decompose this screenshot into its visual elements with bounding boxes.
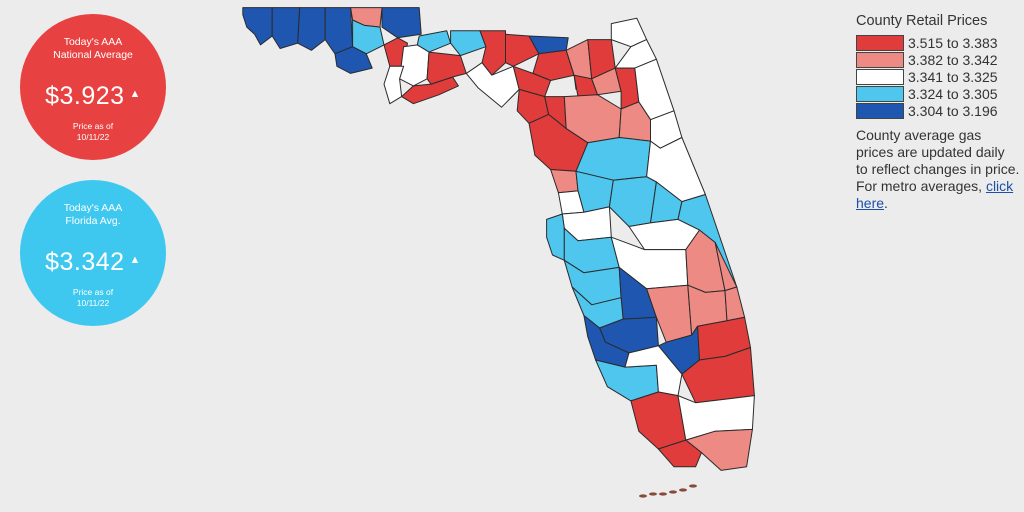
county-collier[interactable] [630,391,687,450]
legend-items: 3.515 to 3.383 3.382 to 3.342 3.341 to 3.3… [856,35,1024,120]
legend-title: County Retail Prices [856,13,988,29]
legend-label: 3.304 to 3.196 [908,103,998,119]
florida-average-price-row: $3.342 ▲ [20,248,166,277]
county-st-lucie[interactable] [724,286,746,322]
national-average-price: $3.923 [45,82,125,110]
key-island [689,484,697,488]
county-bay[interactable] [334,46,373,74]
price-up-arrow-icon: ▲ [129,254,141,267]
legend-label: 3.324 to 3.305 [908,86,998,102]
county-hendry[interactable] [624,345,683,397]
key-island [659,492,667,496]
legend-label: 3.382 to 3.342 [908,52,998,68]
county-jackson[interactable] [381,7,422,39]
legend-swatch [856,69,904,85]
county-citrus[interactable] [550,169,579,194]
county-franklin[interactable] [401,76,459,105]
florida-average-badge: Today's AAA Florida Avg. $3.342 ▲ Price a… [20,180,166,326]
florida-keys [639,484,697,498]
legend-label: 3.515 to 3.383 [908,35,998,51]
national-average-date: 10/11/22 [76,132,110,142]
key-island [669,490,677,494]
florida-average-price: $3.342 [45,248,125,276]
national-average-badge: Today's AAA National Average $3.923 ▲ Pri… [20,14,166,160]
key-island [649,492,657,496]
florida-average-line1: Today's AAA [63,202,123,214]
county-pinellas[interactable] [546,213,565,261]
county-monroe-mainland[interactable] [657,439,702,468]
county-lafayette[interactable] [512,65,552,98]
national-average-date-label: Price as of [72,121,114,131]
county-madison[interactable] [505,33,540,67]
county-leon[interactable] [450,30,487,57]
county-liberty[interactable] [399,44,430,87]
legend-item: 3.341 to 3.325 [856,69,1024,86]
legend-note: County average gas prices are updated da… [856,127,1020,212]
county-suwannee[interactable] [532,49,575,81]
legend-swatch [856,35,904,51]
national-average-line1: Today's AAA [63,36,123,48]
legend-item: 3.515 to 3.383 [856,35,1024,52]
county-lake[interactable] [608,176,657,227]
legend-note-text: County average gas prices are updated da… [856,127,1020,194]
legend-note-end: . [884,195,888,211]
metro-averages-link[interactable]: click here [856,178,1014,211]
florida-average-date: 10/11/22 [76,298,110,308]
county-wakulla[interactable] [426,51,467,85]
legend-swatch [856,52,904,68]
legend-item: 3.324 to 3.305 [856,86,1024,103]
key-island [679,488,687,492]
price-legend: County Retail Prices 3.515 to 3.383 3.382… [856,12,1024,212]
legend-swatch [856,86,904,102]
florida-average-line2: Florida Avg. [65,215,121,227]
florida-average-date-label: Price as of [72,287,114,297]
national-average-line2: National Average [53,49,133,61]
county-gadsden[interactable] [416,30,452,53]
county-regions[interactable] [242,7,755,471]
county-escambia[interactable] [242,7,273,46]
county-gulf[interactable] [383,65,405,105]
county-walton[interactable] [324,7,354,55]
key-island [639,494,647,498]
florida-county-map[interactable] [235,4,780,504]
county-okaloosa[interactable] [297,7,326,51]
legend-item: 3.382 to 3.342 [856,52,1024,69]
national-average-price-row: $3.923 ▲ [20,82,166,111]
price-up-arrow-icon: ▲ [129,88,141,101]
legend-label: 3.341 to 3.325 [908,69,998,85]
county-santa-rosa[interactable] [271,7,301,49]
legend-item: 3.304 to 3.196 [856,103,1024,120]
legend-swatch [856,103,904,119]
